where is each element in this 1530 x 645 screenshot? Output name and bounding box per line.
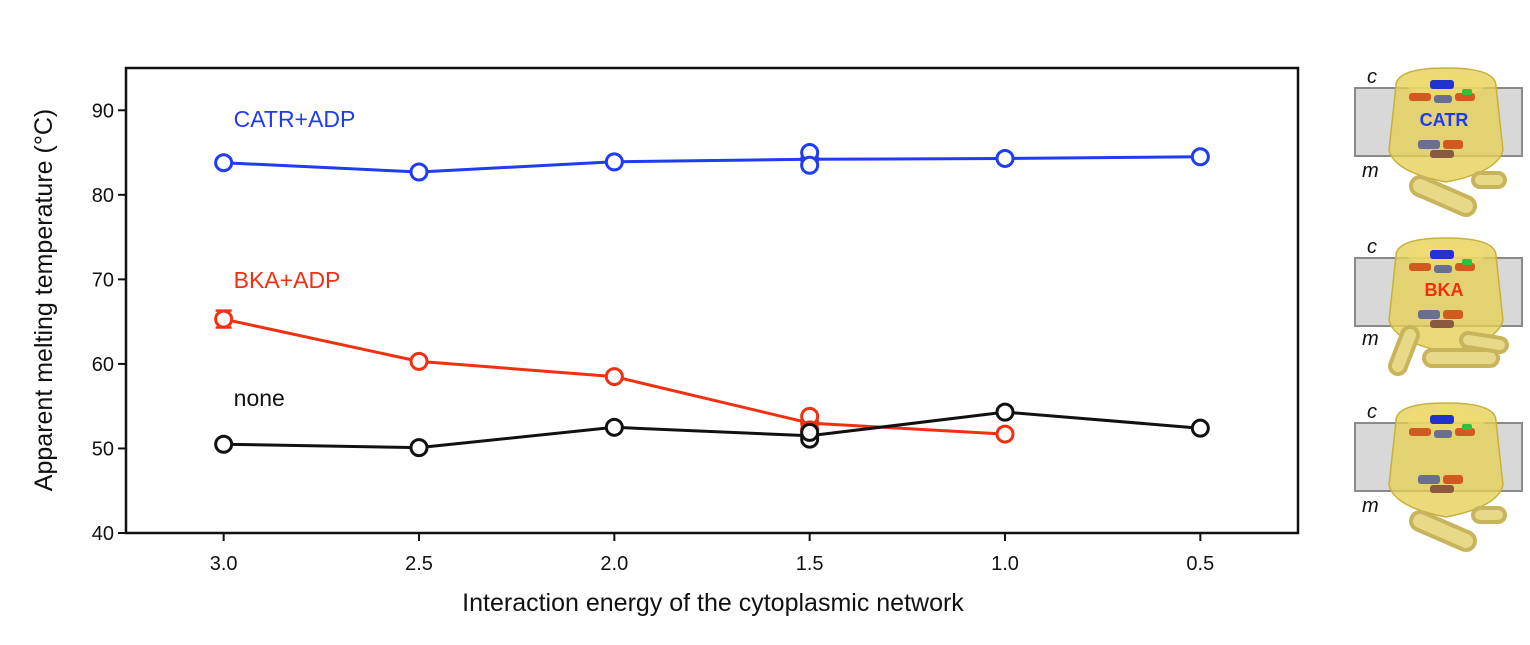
residue-grey bbox=[1434, 265, 1452, 273]
y-axis: 40 50 60 70 80 90 bbox=[92, 100, 126, 545]
residue-blue bbox=[1430, 80, 1454, 89]
residue-blue bbox=[1430, 250, 1454, 259]
y-tick-label: 50 bbox=[92, 438, 114, 460]
series-label: CATR+ADP bbox=[234, 106, 356, 132]
data-point bbox=[409, 351, 429, 371]
residue-brown bbox=[1430, 485, 1454, 493]
data-point bbox=[604, 152, 624, 172]
helix-highlight bbox=[1463, 335, 1505, 350]
matrix-label: m bbox=[1362, 328, 1379, 350]
series-line bbox=[223, 410, 1201, 450]
data-point bbox=[214, 434, 234, 454]
x-tick-label: 2.5 bbox=[405, 553, 433, 575]
plot-frame bbox=[124, 66, 1300, 535]
y-tick-label: 90 bbox=[92, 100, 114, 122]
x-tick-label: 2.0 bbox=[600, 553, 628, 575]
cytoplasm-label: c bbox=[1367, 236, 1377, 258]
data-point bbox=[604, 367, 624, 387]
residue-orange bbox=[1443, 310, 1463, 319]
data-point bbox=[214, 153, 234, 173]
matrix-label: m bbox=[1362, 495, 1379, 517]
cytoplasm-label: c bbox=[1367, 401, 1377, 423]
residue-green bbox=[1462, 424, 1472, 430]
data-point bbox=[1190, 147, 1210, 167]
data-point bbox=[1190, 418, 1210, 438]
x-tick-label: 1.0 bbox=[991, 553, 1019, 575]
residue-brown bbox=[1430, 320, 1454, 328]
residue-orange bbox=[1409, 93, 1431, 101]
x-tick-label: 3.0 bbox=[210, 553, 238, 575]
series-layer: CATR+ADP BKA+ADP none bbox=[214, 106, 1210, 458]
series-line bbox=[223, 155, 1201, 174]
data-point bbox=[995, 424, 1015, 444]
series-catr-adp: CATR+ADP bbox=[214, 106, 1210, 182]
residue-grey bbox=[1418, 475, 1440, 484]
series-label: none bbox=[234, 385, 285, 411]
residue-grey bbox=[1418, 140, 1440, 149]
molecule-panel: c m CATR bbox=[1354, 66, 1523, 217]
helix-highlight bbox=[1392, 329, 1416, 372]
data-point bbox=[995, 402, 1015, 422]
melting-temperature-chart: 40 50 60 70 80 90 3.0 2.5 2.0 1.5 1.0 0.5 CATR+ADP… bbox=[30, 66, 1300, 617]
molecule-panel: c m BKA bbox=[1354, 236, 1523, 376]
inhibitor-label: CATR bbox=[1420, 110, 1469, 130]
residue-grey bbox=[1418, 310, 1440, 319]
inhibitor-label: BKA bbox=[1425, 280, 1464, 300]
residue-blue bbox=[1430, 415, 1454, 424]
x-tick-label: 1.5 bbox=[796, 553, 824, 575]
x-tick-label: 0.5 bbox=[1186, 553, 1214, 575]
cytoplasm-label: c bbox=[1367, 66, 1377, 88]
data-point bbox=[214, 309, 234, 329]
residue-grey bbox=[1434, 95, 1452, 103]
residue-green bbox=[1462, 259, 1472, 265]
helix-highlight bbox=[1413, 514, 1473, 548]
y-tick-label: 70 bbox=[92, 269, 114, 291]
helix-highlight bbox=[1413, 179, 1473, 213]
data-point bbox=[800, 155, 820, 175]
molecule-panel: cm bbox=[1354, 401, 1523, 552]
data-point bbox=[800, 422, 820, 442]
y-tick-label: 80 bbox=[92, 185, 114, 207]
y-tick-label: 40 bbox=[92, 523, 114, 545]
residue-green bbox=[1462, 89, 1472, 95]
data-point bbox=[604, 417, 624, 437]
residue-orange bbox=[1443, 475, 1463, 484]
residue-grey bbox=[1434, 430, 1452, 438]
residue-orange bbox=[1409, 428, 1431, 436]
residue-brown bbox=[1430, 150, 1454, 158]
x-axis: 3.0 2.5 2.0 1.5 1.0 0.5 bbox=[210, 533, 1214, 575]
y-axis-label: Apparent melting temperature (°C) bbox=[30, 109, 58, 491]
data-point bbox=[409, 438, 429, 458]
data-point bbox=[409, 162, 429, 182]
y-tick-label: 60 bbox=[92, 354, 114, 376]
matrix-label: m bbox=[1362, 160, 1379, 182]
series-none: none bbox=[214, 385, 1210, 458]
residue-orange bbox=[1409, 263, 1431, 271]
x-axis-label: Interaction energy of the cytoplasmic ne… bbox=[462, 589, 964, 617]
series-label: BKA+ADP bbox=[234, 267, 341, 293]
residue-orange bbox=[1443, 140, 1463, 149]
data-point bbox=[995, 148, 1015, 168]
